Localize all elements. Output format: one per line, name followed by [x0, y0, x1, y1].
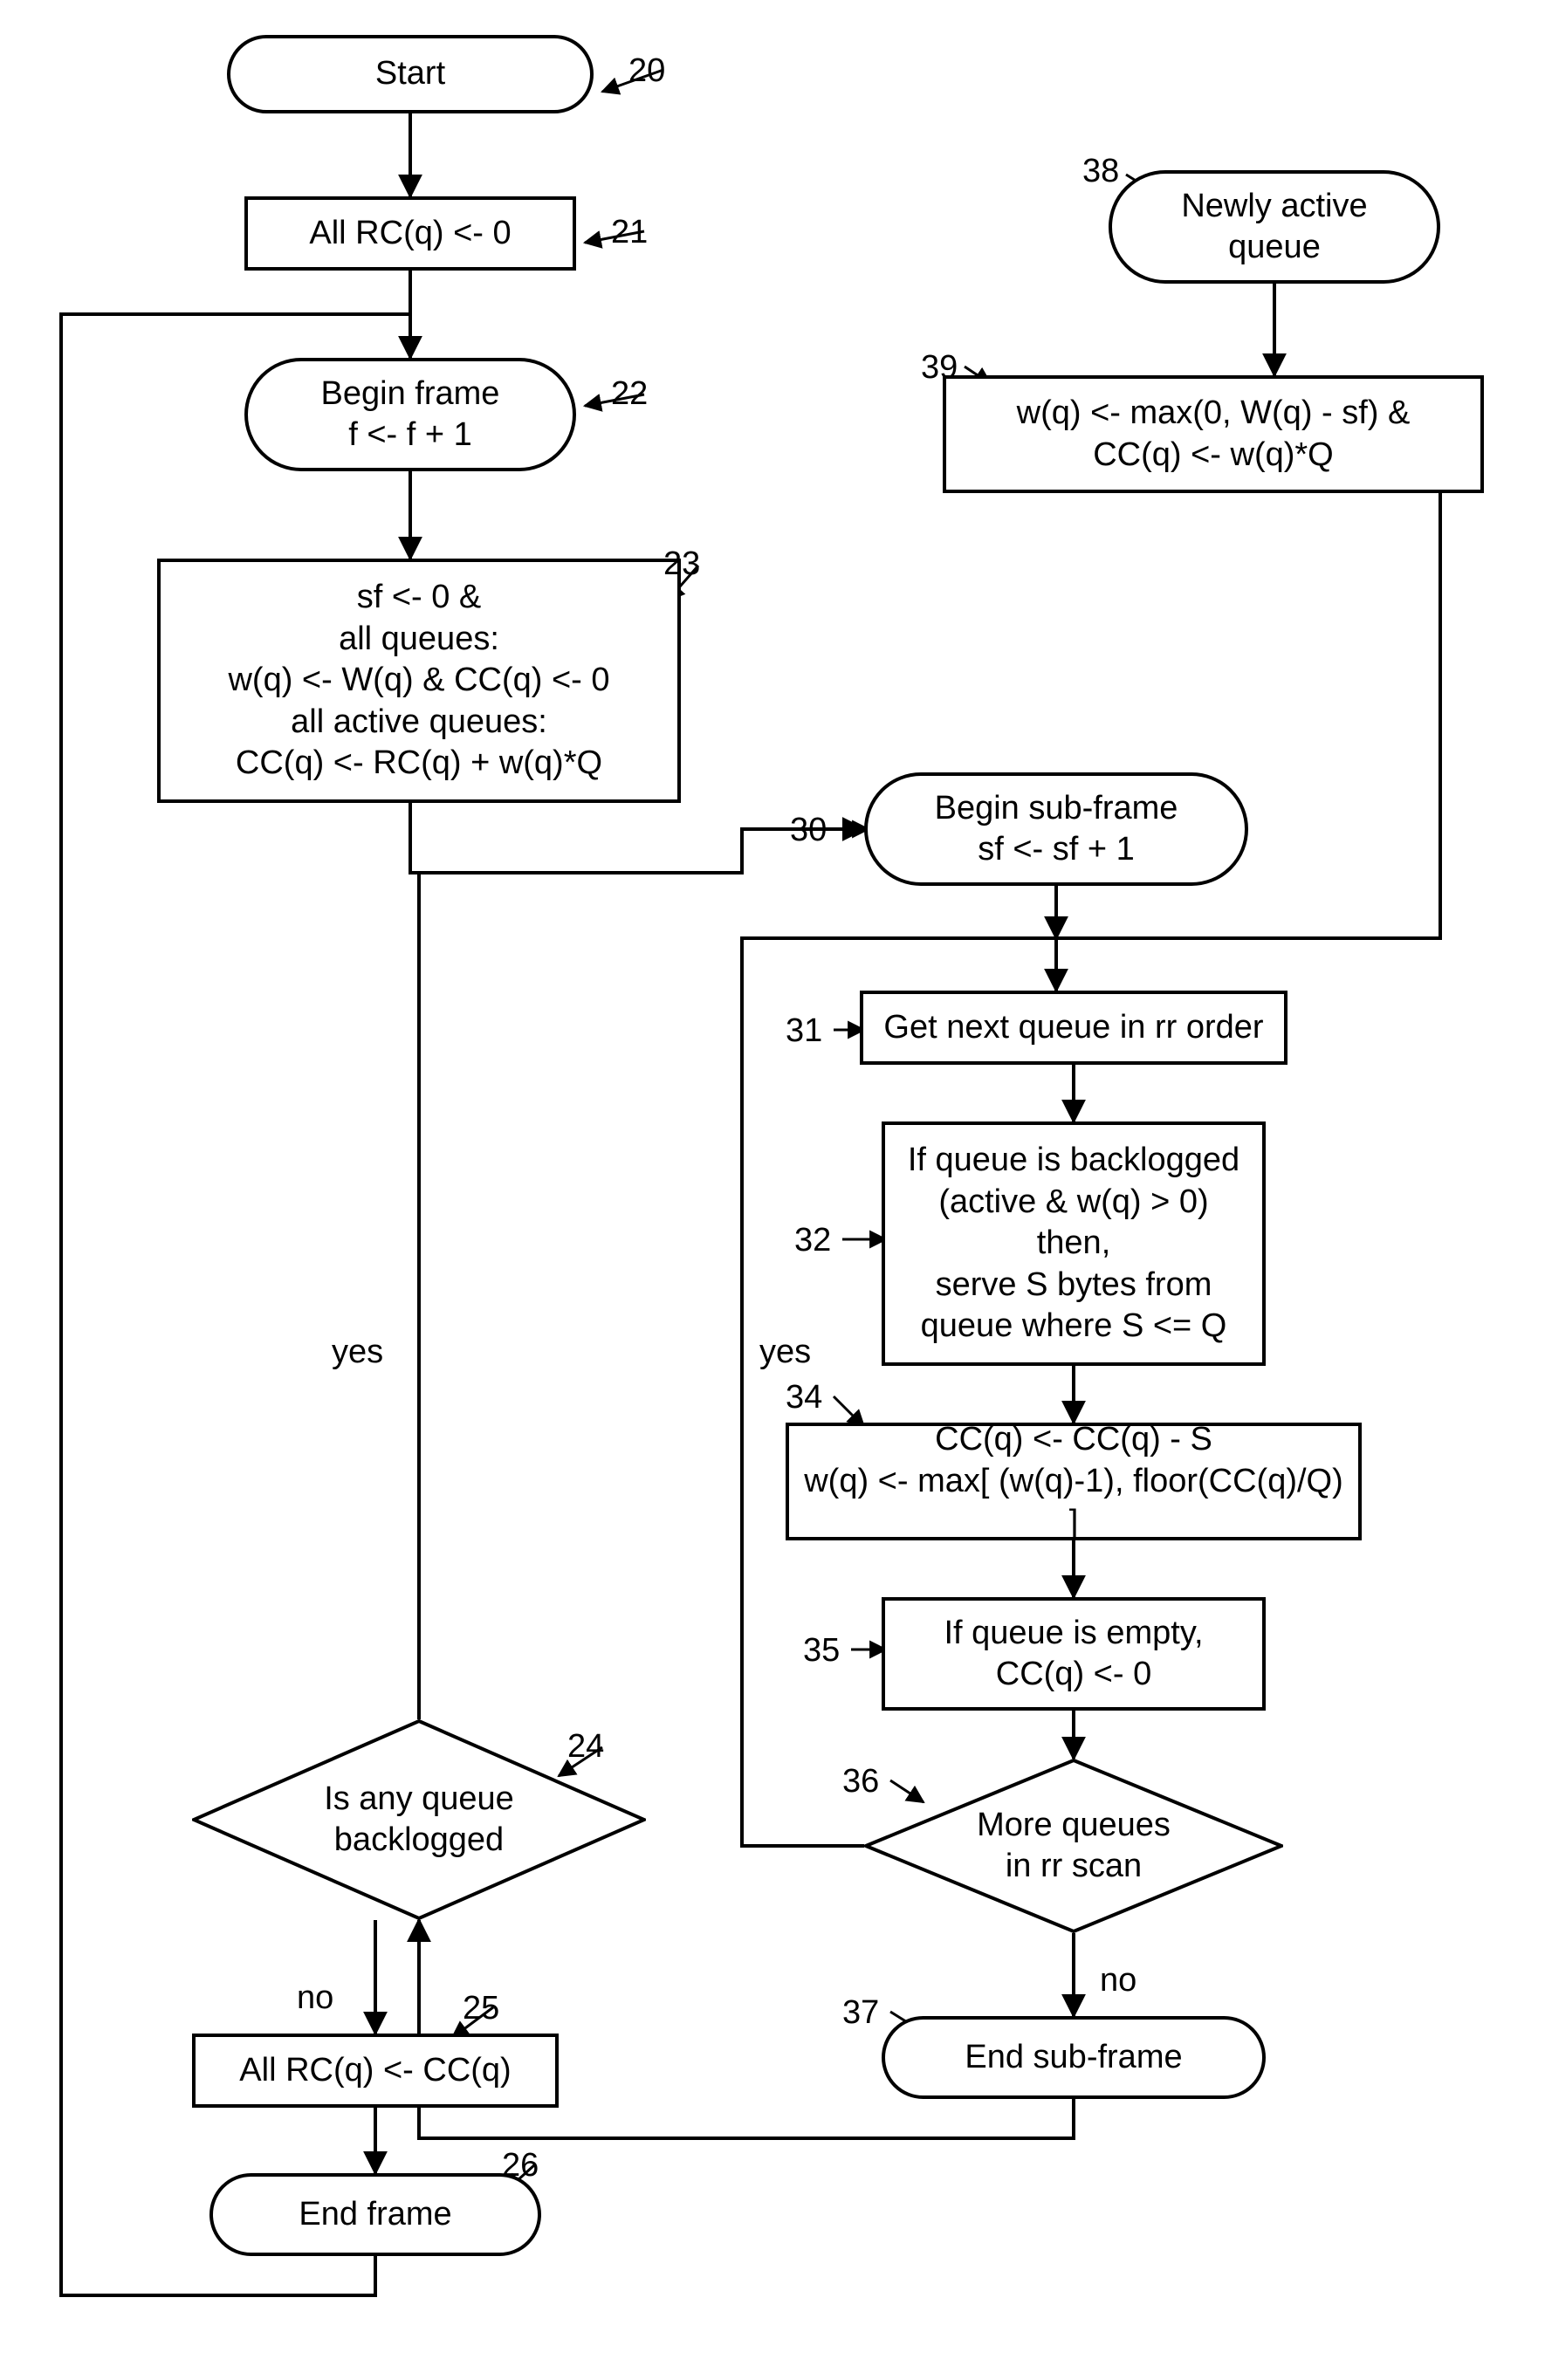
node-n25: All RC(q) <- CC(q): [192, 2034, 559, 2108]
ref-label-31: 31: [786, 1012, 822, 1050]
edge-label-e15: yes: [332, 1335, 383, 1368]
node-n30: Begin sub-framesf <- sf + 1: [864, 772, 1248, 886]
ref-label-23: 23: [663, 545, 700, 583]
edges-layer: [0, 0, 1545, 2380]
edge-label-e14: no: [297, 1981, 333, 2014]
ref-label-37: 37: [842, 1994, 879, 2032]
node-n22: Begin framef <- f + 1: [244, 358, 576, 471]
ref-label-21: 21: [611, 214, 648, 251]
node-n35: If queue is empty,CC(q) <- 0: [882, 1597, 1266, 1711]
node-n23: sf <- 0 &all queues:w(q) <- W(q) & CC(q)…: [157, 559, 681, 803]
node-n32: If queue is backlogged(active & w(q) > 0…: [882, 1121, 1266, 1366]
ref-label-36: 36: [842, 1763, 879, 1800]
node-n36: More queuesin rr scan: [864, 1759, 1283, 1933]
node-label: Is any queuebacklogged: [324, 1779, 514, 1862]
node-n31: Get next queue in rr order: [860, 991, 1288, 1065]
edge-label-e11: no: [1100, 1964, 1136, 1997]
ref-label-30: 30: [790, 812, 827, 849]
node-n21: All RC(q) <- 0: [244, 196, 576, 271]
ref-label-35: 35: [803, 1632, 840, 1670]
ref-label-39: 39: [921, 349, 958, 387]
ref-label-25: 25: [463, 1990, 499, 2027]
node-n38: Newly activequeue: [1109, 170, 1440, 284]
edge-label-e12: yes: [759, 1335, 811, 1368]
node-n20: Start: [227, 35, 594, 113]
ref-label-26: 26: [502, 2147, 539, 2185]
ref-label-38: 38: [1082, 153, 1119, 190]
ref-label-32: 32: [794, 1222, 831, 1259]
node-n26: End frame: [209, 2173, 541, 2256]
node-n34: CC(q) <- CC(q) - Sw(q) <- max[ (w(q)-1),…: [786, 1423, 1362, 1540]
node-n37: End sub-frame: [882, 2016, 1266, 2099]
ref-label-24: 24: [567, 1728, 604, 1766]
ref-label-22: 22: [611, 375, 648, 413]
flowchart-canvas: Start All RC(q) <- 0 Begin framef <- f + 1…: [0, 0, 1545, 2380]
ref-label-34: 34: [786, 1379, 822, 1416]
node-n39: w(q) <- max(0, W(q) - sf) &CC(q) <- w(q)…: [943, 375, 1484, 493]
ref-label-20: 20: [628, 52, 665, 90]
node-label: More queuesin rr scan: [977, 1805, 1171, 1888]
